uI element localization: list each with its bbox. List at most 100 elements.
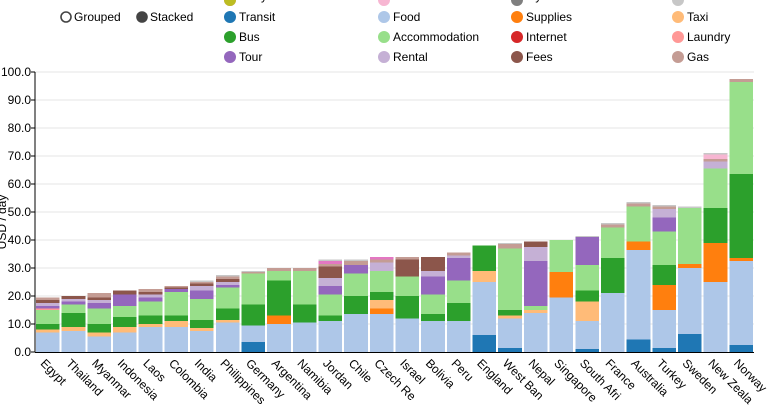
legend-item-fees[interactable]: Fees bbox=[511, 50, 553, 64]
bar-segment-food[interactable] bbox=[241, 325, 266, 343]
bar-segment-accommodation[interactable] bbox=[575, 265, 599, 291]
bar-segment-bus[interactable] bbox=[138, 315, 163, 324]
bar-segment-fees[interactable] bbox=[113, 290, 137, 295]
bar-segment-bathroom[interactable] bbox=[190, 280, 214, 282]
bar-segment-rental[interactable] bbox=[523, 247, 548, 261]
bar-segment-accommodation[interactable] bbox=[703, 168, 728, 208]
bar-segment-transit[interactable] bbox=[575, 349, 599, 352]
bar-segment-rental[interactable] bbox=[421, 270, 445, 277]
bar-segment-bus[interactable] bbox=[395, 296, 420, 319]
bar-segment-gas[interactable] bbox=[344, 261, 368, 266]
bar-segment-entry[interactable] bbox=[318, 261, 343, 264]
bar-segment-gas[interactable] bbox=[446, 252, 471, 256]
bar-stack-bolivia[interactable] bbox=[421, 256, 445, 352]
bar-segment-rental[interactable] bbox=[61, 298, 86, 302]
legend-swatch[interactable] bbox=[378, 51, 390, 63]
bar-segment-bus[interactable] bbox=[113, 317, 137, 327]
bar-segment-gas[interactable] bbox=[87, 293, 112, 298]
bar-segment-taxi[interactable] bbox=[138, 324, 163, 327]
bar-segment-bus[interactable] bbox=[87, 324, 112, 333]
bar-stack-czech-republic[interactable] bbox=[369, 256, 394, 352]
legend-swatch[interactable] bbox=[511, 0, 523, 6]
bar-segment-taxi[interactable] bbox=[190, 328, 214, 331]
bar-stack-south-africa[interactable] bbox=[575, 235, 599, 352]
bar-segment-tour[interactable] bbox=[523, 261, 548, 306]
bar-segment-tour[interactable] bbox=[190, 290, 214, 299]
bar-segment-bus[interactable] bbox=[703, 207, 728, 243]
bar-segment-food[interactable] bbox=[267, 324, 291, 352]
bar-segment-tour[interactable] bbox=[138, 297, 163, 302]
bar-segment-tour[interactable] bbox=[164, 289, 189, 292]
bar-segment-gas[interactable] bbox=[498, 244, 522, 249]
bar-stack-israel[interactable] bbox=[395, 256, 420, 352]
bar-segment-accommodation[interactable] bbox=[318, 294, 343, 316]
bar-segment-supplies[interactable] bbox=[267, 315, 291, 324]
bar-segment-gas[interactable] bbox=[318, 263, 343, 267]
bar-segment-food[interactable] bbox=[729, 261, 753, 345]
legend-swatch[interactable] bbox=[378, 31, 390, 43]
legend-label[interactable]: Gym bbox=[526, 0, 551, 3]
bar-segment-bus[interactable] bbox=[575, 290, 599, 302]
bar-segment-food[interactable] bbox=[523, 312, 548, 352]
bar-segment-bus[interactable] bbox=[267, 280, 291, 316]
bar-segment-taxi[interactable] bbox=[472, 270, 497, 282]
bar-segment-fees[interactable] bbox=[395, 259, 420, 277]
bar-segment-bathroom[interactable] bbox=[703, 153, 728, 155]
legend-label[interactable]: Taxi bbox=[687, 10, 708, 24]
legend-swatch[interactable] bbox=[672, 51, 684, 63]
bar-segment-fees[interactable] bbox=[523, 241, 548, 247]
bar-segment-accommodation[interactable] bbox=[190, 298, 214, 320]
bar-segment-gas[interactable] bbox=[703, 158, 728, 162]
legend-swatch[interactable] bbox=[672, 31, 684, 43]
bar-segment-gas[interactable] bbox=[190, 282, 214, 284]
legend-item-tour[interactable]: Tour bbox=[224, 50, 262, 64]
bar-segment-bathroom[interactable] bbox=[575, 235, 599, 238]
legend-swatch[interactable] bbox=[224, 11, 236, 23]
bar-segment-food[interactable] bbox=[344, 314, 368, 352]
bar-segment-gas[interactable] bbox=[164, 286, 189, 288]
legend-label[interactable]: Bus bbox=[239, 30, 260, 44]
bar-segment-bus[interactable] bbox=[344, 296, 368, 315]
legend-label[interactable]: ATM bbox=[393, 0, 417, 3]
bar-segment-accommodation[interactable] bbox=[292, 270, 317, 305]
bar-segment-bathroom[interactable] bbox=[652, 205, 676, 207]
bar-segment-bathroom[interactable] bbox=[241, 270, 266, 273]
bar-segment-fees[interactable] bbox=[190, 283, 214, 287]
bar-stack-chile[interactable] bbox=[344, 259, 368, 352]
legend-item-bathroom[interactable]: Bathroom bbox=[672, 0, 739, 6]
bar-segment-tour[interactable] bbox=[575, 237, 599, 266]
bar-segment-food[interactable] bbox=[61, 331, 86, 352]
bar-segment-bus[interactable] bbox=[421, 314, 445, 322]
bar-stack-nepal[interactable] bbox=[523, 241, 548, 352]
bar-segment-fees[interactable] bbox=[138, 291, 163, 295]
bar-segment-bus[interactable] bbox=[729, 174, 753, 259]
bar-stack-germany[interactable] bbox=[241, 270, 266, 352]
bar-segment-food[interactable] bbox=[318, 321, 343, 352]
legend-label[interactable]: Transit bbox=[239, 10, 276, 24]
stacked-label[interactable]: Stacked bbox=[150, 10, 193, 24]
bar-stack-colombia[interactable] bbox=[164, 286, 189, 352]
bar-segment-accommodation[interactable] bbox=[395, 276, 420, 296]
bar-segment-accommodation[interactable] bbox=[600, 227, 625, 259]
bar-segment-supplies[interactable] bbox=[369, 308, 394, 315]
bar-segment-taxi[interactable] bbox=[36, 329, 60, 333]
bar-segment-food[interactable] bbox=[138, 326, 163, 352]
bar-segment-food[interactable] bbox=[472, 282, 497, 336]
bar-segment-food[interactable] bbox=[446, 321, 471, 352]
bar-segment-accommodation[interactable] bbox=[344, 273, 368, 296]
bar-segment-accommodation[interactable] bbox=[523, 305, 548, 310]
bar-segment-bus[interactable] bbox=[164, 315, 189, 322]
legend-label[interactable]: Tour bbox=[239, 50, 262, 64]
bar-segment-gas[interactable] bbox=[369, 259, 394, 263]
bar-segment-bathroom[interactable] bbox=[318, 259, 343, 261]
bar-stack-india[interactable] bbox=[190, 280, 214, 352]
bar-segment-accommodation[interactable] bbox=[267, 270, 291, 281]
bar-segment-tour[interactable] bbox=[652, 217, 676, 232]
legend-swatch[interactable] bbox=[224, 31, 236, 43]
bar-segment-taxi[interactable] bbox=[87, 332, 112, 337]
bar-segment-gas[interactable] bbox=[626, 203, 651, 207]
legend-label[interactable]: Internet bbox=[526, 30, 567, 44]
bar-segment-accommodation[interactable] bbox=[164, 291, 189, 316]
bar-segment-accommodation[interactable] bbox=[61, 304, 86, 313]
bar-segment-tour[interactable] bbox=[61, 301, 86, 305]
